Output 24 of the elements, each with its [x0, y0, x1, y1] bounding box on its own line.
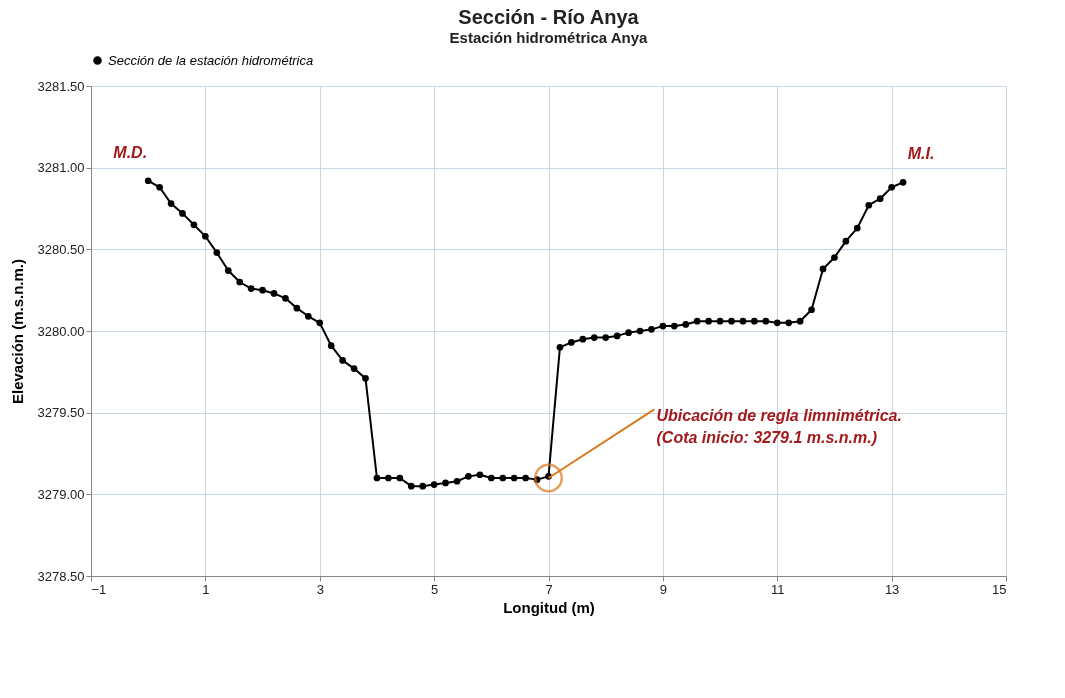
y-tick-label: 3278.50 [37, 568, 85, 584]
x-tick-label: 5 [431, 581, 439, 597]
x-tick-label: 11 [771, 581, 785, 597]
y-tick-label: 3279.50 [37, 405, 85, 421]
x-tick-label: 15 [992, 581, 1007, 597]
x-tick-label: 13 [884, 581, 900, 597]
annotation: M.I. [907, 145, 935, 163]
x-tick-label: 7 [545, 581, 553, 597]
x-axis-title: Longitud (m) [503, 598, 595, 616]
annotation: Ubicación de regla limnimétrica. (Cota inicio: 3279.1 m.s.n.m.) [656, 407, 902, 446]
y-tick-label: 3280.00 [37, 323, 85, 339]
y-tick-label: 3281.50 [37, 78, 85, 94]
y-tick-label: 3281.00 [37, 160, 85, 176]
chart-subtitle: Estación hidrométrica Anya [449, 29, 649, 46]
y-tick-label: 3280.50 [37, 241, 85, 257]
x-tick-label: −1 [91, 581, 107, 597]
annotation: M.D. [113, 143, 148, 161]
chart-title: Sección - Río Anya [458, 6, 640, 28]
x-tick-label: 3 [316, 581, 324, 597]
y-tick-label: 3279.00 [37, 486, 85, 502]
x-tick-label: 1 [202, 581, 210, 597]
legend-label: Sección de la estación hidrométrica [108, 52, 314, 68]
x-tick-label: 9 [659, 581, 667, 597]
y-axis-title: Elevación (m.s.n.m.) [8, 258, 26, 405]
